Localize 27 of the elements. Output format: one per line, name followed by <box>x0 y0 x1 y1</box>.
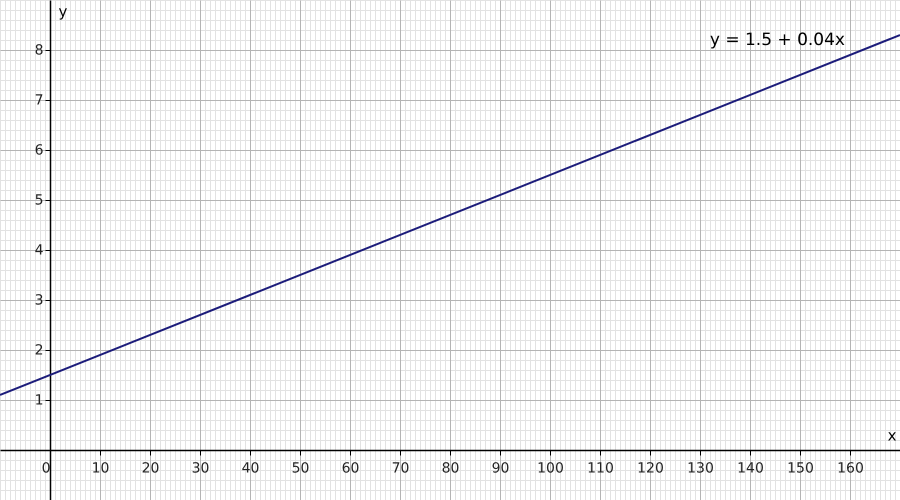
series-label: y = 1.5 + 0.04x <box>710 30 845 50</box>
x-tick-label: 100 <box>537 460 564 476</box>
x-tick-label: 140 <box>737 460 764 476</box>
x-tick-label: 70 <box>392 460 410 476</box>
y-tick-label: 2 <box>34 342 44 358</box>
x-tick-label: 80 <box>442 460 460 476</box>
y-tick-label: 3 <box>34 292 44 308</box>
y-tick-label: 4 <box>34 242 44 258</box>
y-tick-label: 6 <box>34 142 44 158</box>
y-axis-title: y <box>58 2 68 20</box>
x-tick-label: 50 <box>292 460 310 476</box>
x-tick-label: 110 <box>587 460 614 476</box>
x-tick-label: 150 <box>787 460 814 476</box>
y-tick-label: 1 <box>34 392 44 408</box>
y-tick-label: 7 <box>34 92 44 108</box>
y-tick-label: 5 <box>34 192 44 208</box>
x-tick-label: 160 <box>837 460 864 476</box>
y-tick-label: 8 <box>34 42 44 58</box>
x-axis-title: x <box>888 426 897 444</box>
x-tick-label: 120 <box>637 460 664 476</box>
x-tick-label: 10 <box>92 460 110 476</box>
x-tick-label: 40 <box>242 460 260 476</box>
x-tick-label: 60 <box>342 460 360 476</box>
x-tick-label: 20 <box>142 460 160 476</box>
x-tick-label: 30 <box>192 460 210 476</box>
x-tick-label: 90 <box>492 460 510 476</box>
x-tick-label: 130 <box>687 460 714 476</box>
